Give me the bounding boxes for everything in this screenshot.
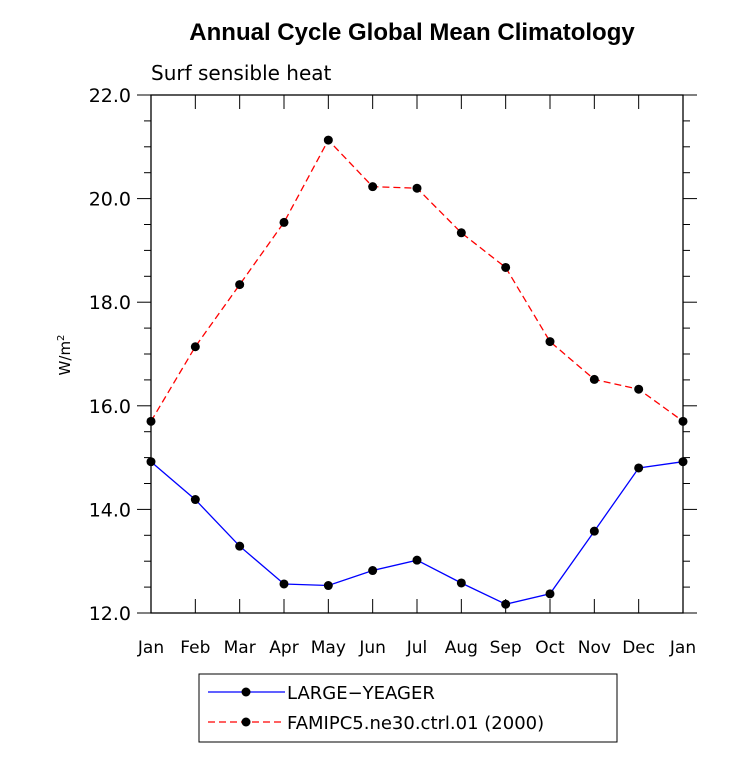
series-0-point <box>456 578 466 588</box>
x-tick-label: Mar <box>224 638 256 658</box>
legend-marker-large-yeager <box>241 687 251 697</box>
chart-title: Annual Cycle Global Mean Climatology <box>189 19 635 46</box>
x-tick-label: Jan <box>669 638 696 658</box>
series-0-point <box>235 541 245 551</box>
x-tick-label: Jul <box>406 638 428 658</box>
series-1-point <box>412 183 422 193</box>
y-tick-label: 14.0 <box>89 499 131 521</box>
legend-marker-famipc5 <box>241 717 251 727</box>
legend-label-large-yeager: LARGE−YEAGER <box>287 683 435 704</box>
series-0-point <box>412 555 422 565</box>
x-tick-label: Dec <box>622 638 655 658</box>
series-1-point <box>634 384 644 394</box>
series-0-point <box>368 566 378 576</box>
series-1-point <box>545 337 555 347</box>
series-line-1 <box>150 139 684 422</box>
series-1-point <box>279 217 289 227</box>
y-axis-ticks: 12.0 14.0 16.0 18.0 20.0 22.0 <box>89 85 697 625</box>
series-0-point <box>279 579 289 589</box>
x-tick-label: Nov <box>578 638 611 658</box>
x-tick-label: Aug <box>445 638 478 658</box>
y-axis-label: W/m2 <box>56 335 74 376</box>
series-1-point <box>501 262 511 272</box>
x-tick-label: Jun <box>358 638 386 658</box>
chart-subtitle: Surf sensible heat <box>151 61 332 85</box>
series-0-point <box>323 581 333 591</box>
series-0-point <box>545 589 555 599</box>
y-tick-label: 18.0 <box>89 292 131 314</box>
series-0-point <box>589 526 599 536</box>
x-axis-ticks: Jan Feb Mar Apr May Jun Jul Aug Sep Oct Nov Dec Jan <box>137 95 696 658</box>
series-0-point <box>190 495 200 505</box>
series-1-point <box>368 182 378 192</box>
series-layer <box>146 135 688 609</box>
series-1-point <box>235 280 245 290</box>
x-tick-label: Sep <box>490 638 522 658</box>
x-tick-label: Jan <box>137 638 164 658</box>
legend-label-famipc5: FAMIPC5.ne30.ctrl.01 (2000) <box>287 713 544 734</box>
series-1-point <box>323 135 333 145</box>
legend: LARGE−YEAGER FAMIPC5.ne30.ctrl.01 (2000) <box>198 673 618 743</box>
x-tick-label: Apr <box>269 638 298 658</box>
series-0-point <box>501 599 511 609</box>
series-0-point <box>634 463 644 473</box>
series-1-point <box>456 228 466 238</box>
x-tick-label: Feb <box>180 638 210 658</box>
plot-frame <box>150 94 684 614</box>
y-tick-label: 12.0 <box>89 603 131 625</box>
series-1-point <box>589 374 599 384</box>
x-tick-label: Oct <box>535 638 565 658</box>
y-tick-label: 22.0 <box>89 85 131 107</box>
series-1-point <box>190 342 200 352</box>
legend-box <box>198 673 618 743</box>
x-tick-label: May <box>311 638 346 658</box>
y-tick-label: 20.0 <box>89 189 131 211</box>
y-tick-label: 16.0 <box>89 396 131 418</box>
series-line-0 <box>150 461 684 605</box>
